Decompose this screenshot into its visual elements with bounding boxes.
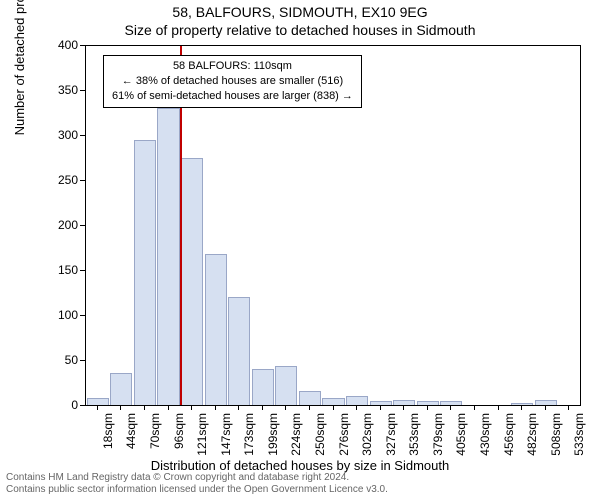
y-tick-label: 250 xyxy=(44,173,78,187)
x-tick-label: 173sqm xyxy=(242,413,256,465)
x-tick xyxy=(309,405,310,410)
y-axis-line xyxy=(85,45,86,405)
footer-text: Contains HM Land Registry data © Crown c… xyxy=(6,472,388,496)
footer-line1: Contains HM Land Registry data © Crown c… xyxy=(6,472,388,484)
x-tick xyxy=(568,405,569,410)
y-tick xyxy=(80,135,85,136)
annotation-line3: 61% of semi-detached houses are larger (… xyxy=(112,89,353,104)
y-tick xyxy=(80,225,85,226)
histogram-bar xyxy=(275,366,297,406)
x-tick xyxy=(144,405,145,410)
histogram-bar xyxy=(134,140,156,407)
x-tick xyxy=(191,405,192,410)
y-tick-label: 200 xyxy=(44,218,78,232)
x-tick xyxy=(380,405,381,410)
x-tick xyxy=(262,405,263,410)
x-tick xyxy=(498,405,499,410)
chart-title-line2: Size of property relative to detached ho… xyxy=(0,22,600,38)
x-tick-label: 276sqm xyxy=(337,413,351,465)
x-tick-label: 147sqm xyxy=(219,413,233,465)
x-tick-label: 250sqm xyxy=(313,413,327,465)
x-tick-label: 44sqm xyxy=(124,413,138,465)
x-tick-label: 430sqm xyxy=(478,413,492,465)
histogram-bar xyxy=(205,254,227,406)
y-axis-label: Number of detached properties xyxy=(12,0,27,135)
x-tick-label: 302sqm xyxy=(360,413,374,465)
histogram-bar xyxy=(228,297,250,406)
annotation-line1: 58 BALFOURS: 110sqm xyxy=(112,59,353,74)
histogram-bar xyxy=(181,158,203,407)
x-tick xyxy=(427,405,428,410)
x-tick-label: 405sqm xyxy=(454,413,468,465)
y-tick xyxy=(80,360,85,361)
x-tick-label: 353sqm xyxy=(407,413,421,465)
x-tick-label: 456sqm xyxy=(502,413,516,465)
histogram-bar xyxy=(110,373,132,406)
y-tick-label: 100 xyxy=(44,308,78,322)
chart-container: 58, BALFOURS, SIDMOUTH, EX10 9EG Size of… xyxy=(0,0,600,500)
x-tick xyxy=(545,405,546,410)
y-tick-label: 50 xyxy=(44,353,78,367)
x-tick xyxy=(474,405,475,410)
x-tick xyxy=(333,405,334,410)
x-tick xyxy=(356,405,357,410)
annotation-line2: ← 38% of detached houses are smaller (51… xyxy=(112,74,353,89)
x-tick-label: 224sqm xyxy=(289,413,303,465)
y-tick xyxy=(80,270,85,271)
x-tick-label: 70sqm xyxy=(148,413,162,465)
histogram-bar xyxy=(252,369,274,406)
x-tick-label: 379sqm xyxy=(431,413,445,465)
x-tick xyxy=(403,405,404,410)
chart-title-line1: 58, BALFOURS, SIDMOUTH, EX10 9EG xyxy=(0,4,600,20)
histogram-bar xyxy=(157,108,179,406)
x-tick xyxy=(120,405,121,410)
x-tick-label: 18sqm xyxy=(101,413,115,465)
y-tick-label: 350 xyxy=(44,83,78,97)
x-tick-label: 121sqm xyxy=(195,413,209,465)
x-tick xyxy=(521,405,522,410)
x-tick-label: 533sqm xyxy=(572,413,586,465)
y-tick xyxy=(80,90,85,91)
annotation-box: 58 BALFOURS: 110sqm ← 38% of detached ho… xyxy=(103,55,362,108)
x-tick xyxy=(168,405,169,410)
footer-line2: Contains public sector information licen… xyxy=(6,484,388,496)
y-tick-label: 0 xyxy=(44,398,78,412)
x-tick-label: 199sqm xyxy=(266,413,280,465)
x-tick xyxy=(215,405,216,410)
y-tick-label: 150 xyxy=(44,263,78,277)
histogram-bar xyxy=(299,391,321,406)
x-tick xyxy=(97,405,98,410)
y-tick xyxy=(80,45,85,46)
x-tick xyxy=(450,405,451,410)
x-tick-label: 508sqm xyxy=(549,413,563,465)
x-tick xyxy=(285,405,286,410)
x-tick-label: 327sqm xyxy=(384,413,398,465)
x-tick-label: 482sqm xyxy=(525,413,539,465)
x-tick xyxy=(238,405,239,410)
x-tick-label: 96sqm xyxy=(172,413,186,465)
y-tick xyxy=(80,315,85,316)
y-tick xyxy=(80,405,85,406)
y-tick-label: 400 xyxy=(44,38,78,52)
y-tick xyxy=(80,180,85,181)
y-tick-label: 300 xyxy=(44,128,78,142)
